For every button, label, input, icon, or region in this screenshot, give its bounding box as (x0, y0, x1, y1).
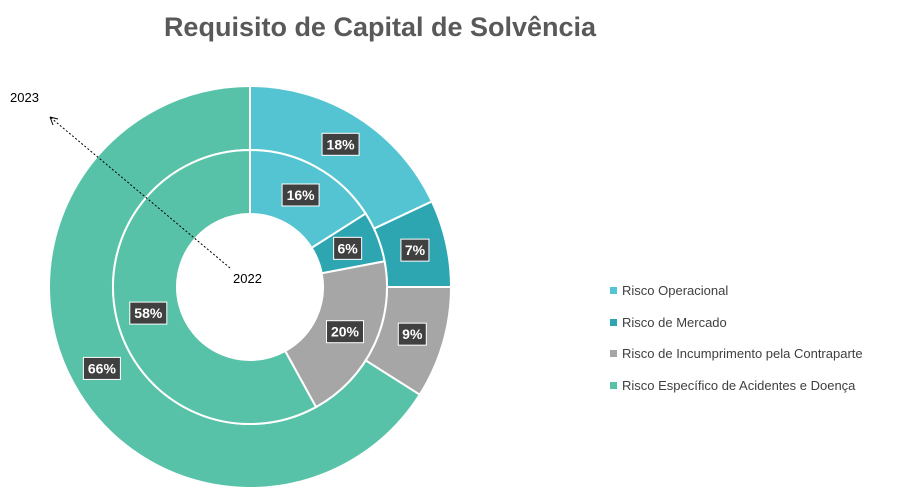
data-labels: 16% 6% 20% 58% 18% 7% 9% 66% (82, 132, 430, 380)
legend-item-risco-de-incumprimento-pela-contraparte: Risco de Incumprimento pela Contraparte (610, 338, 863, 370)
legend-swatch (610, 318, 617, 326)
data-label-box (326, 320, 365, 344)
legend-label: Risco de Incumprimento pela Contraparte (622, 346, 863, 362)
annotation-2022: 2022 (233, 271, 262, 286)
data-label-text: 7% (405, 242, 426, 258)
legend-swatch (610, 287, 617, 295)
data-label-2022-risco-de-mercado: 6% (333, 236, 363, 260)
data-label-2023-risco-especifico-de-acidentes-e-doenca: 66% (82, 356, 121, 380)
data-label-box (281, 183, 320, 207)
data-label-box (333, 236, 363, 260)
data-label-2023-risco-de-mercado: 7% (400, 238, 430, 262)
data-label-box (321, 132, 360, 156)
legend-item-risco-operacional: Risco Operacional (610, 275, 863, 307)
chart-title: Requisito de Capital de Solvência (163, 12, 597, 42)
legend-item-risco-especifico-de-acidentes-e-doenca: Risco Específico de Acidentes e Doença (610, 370, 863, 402)
data-label-text: 20% (331, 324, 360, 340)
data-label-box (129, 301, 168, 325)
data-label-text: 18% (327, 136, 356, 152)
outer-ring-2023 (48, 84, 453, 489)
data-label-2023-risco-operacional: 18% (321, 132, 360, 156)
data-label-text: 58% (134, 305, 163, 321)
legend-swatch (610, 381, 617, 389)
data-label-text: 6% (338, 240, 359, 256)
legend-label: Risco Operacional (622, 283, 729, 299)
legend-item-risco-de-mercado: Risco de Mercado (610, 307, 863, 339)
data-label-2023-risco-de-incumprimento-pela-contraparte: 9% (397, 322, 427, 346)
annotation-2023: 2023 (10, 90, 39, 105)
inner-ring-2022 (112, 148, 388, 425)
legend-label: Risco de Mercado (622, 314, 727, 330)
data-label-2022-risco-de-incumprimento-pela-contraparte: 20% (326, 320, 365, 344)
data-label-text: 9% (402, 326, 423, 342)
data-label-2022-risco-operacional: 16% (281, 183, 320, 207)
annotation-arrow (49, 116, 231, 269)
data-label-box (397, 322, 427, 346)
data-label-text: 66% (88, 360, 117, 376)
annotation-arrow-head (49, 116, 59, 126)
slice-2022-risco-especifico-de-acidentes-e-doenca (112, 148, 318, 425)
legend-label: Risco Específico de Acidentes e Doença (622, 377, 856, 393)
legend: Risco Operacional Risco de Mercado Risco d… (610, 275, 863, 401)
data-label-box (82, 356, 121, 380)
data-label-box (400, 238, 430, 262)
annotation-arrow-line (49, 116, 231, 269)
legend-swatch (610, 350, 617, 358)
data-label-text: 16% (287, 187, 316, 203)
data-label-2022-risco-especifico-de-acidentes-e-doenca: 58% (129, 301, 168, 325)
